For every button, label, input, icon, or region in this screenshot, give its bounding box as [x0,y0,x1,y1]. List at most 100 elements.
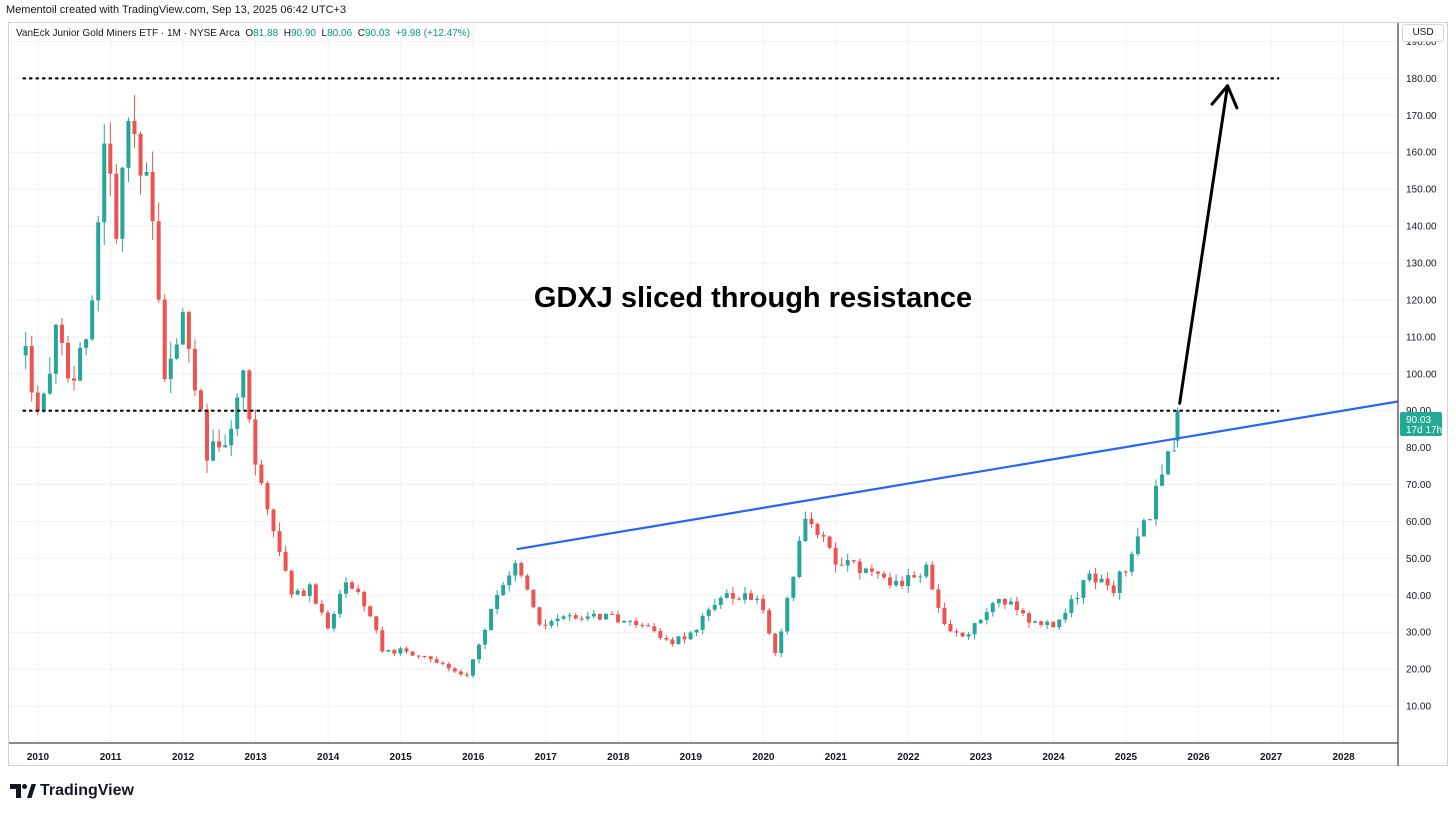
candle-down [374,616,379,634]
candle-body [742,593,747,600]
candle-up [102,123,107,245]
price-axis[interactable]: 10.00 20.00 30.00 40.00 50.00 60.00 70.00 80.00… [1406,37,1437,713]
year-tick-label: 2016 [462,752,485,763]
symbol-name: VanEck Junior Gold Miners ETF · 1M · NYS… [16,28,240,39]
symbol-legend[interactable]: VanEck Junior Gold Miners ETF · 1M · NYS… [16,28,470,39]
price-tick-label: 20.00 [1406,665,1431,676]
candle-up [1033,620,1038,623]
candle-body [1069,599,1074,613]
candle-up [344,577,349,598]
candle-up [688,631,693,641]
candle-body [477,644,482,660]
low-label: L [321,28,328,39]
candle-body [1051,621,1056,628]
candle-up [996,598,1001,608]
candle-down [368,605,373,618]
candle-up [1099,574,1104,583]
candle-body [452,668,457,672]
candle-body [1175,410,1180,441]
candle-body [1045,621,1050,625]
year-tick-label: 2020 [752,752,775,763]
candle-body [78,347,83,381]
candle-down [537,606,542,627]
candle-body [247,370,252,420]
year-tick-label: 2014 [317,752,340,763]
candle-down [1123,570,1128,577]
year-tick-label: 2028 [1332,752,1355,763]
candle-up [1175,407,1180,448]
candle-body [1008,601,1013,605]
candle-body [1123,571,1128,573]
candle-down [912,571,917,579]
price-tick-label: 170.00 [1406,111,1437,122]
candle-down [404,646,409,654]
candle-down [217,429,222,453]
candle-body [1099,578,1104,583]
candle-body [1160,474,1165,486]
candle-down [1039,620,1044,627]
candle-down [325,610,330,631]
candle-down [736,596,741,601]
candle-up [180,308,185,345]
candle-body [1105,578,1110,586]
candle-down [362,590,367,612]
candle-up [978,618,983,625]
candle-body [597,613,602,620]
candle-down [247,369,252,423]
candle-up [622,620,627,624]
price-tick-label: 150.00 [1406,185,1437,196]
candle-body [126,120,131,168]
arrow-shaft [1178,84,1230,405]
candle-body [1075,597,1080,600]
candle-down [616,610,621,624]
candle-up [803,511,808,542]
price-tick-label: 190.00 [1406,37,1437,48]
candle-body [603,613,608,620]
candle-body [869,568,874,572]
candle-down [773,632,778,657]
candle-down [857,558,862,580]
candle-body [1081,580,1086,598]
candle-body [350,582,355,589]
price-tick-label: 60.00 [1406,517,1431,528]
tradingview-logo[interactable]: TradingView [10,780,134,802]
candle-down [869,564,874,577]
candle-down [851,559,856,564]
candle-body [700,615,705,630]
candle-up [718,596,723,609]
candle-up [84,338,89,356]
candle-body [936,589,941,608]
candle-body [567,615,572,617]
candle-body [845,560,850,566]
candle-body [398,648,403,654]
candle-body [1147,519,1152,521]
candle-body [428,656,433,660]
candle-body [815,524,820,535]
candle-body [440,662,445,664]
currency-button[interactable]: USD [1402,24,1444,42]
candle-body [996,598,1001,604]
candle-up [144,162,149,177]
candle-down [646,623,651,627]
candle-up [1166,450,1171,475]
candle-body [724,593,729,598]
candle-body [211,441,216,461]
candle-body [1033,621,1038,623]
candle-down [875,571,880,579]
candle-down [1111,580,1116,597]
candle-body [525,575,530,590]
time-axis[interactable]: 2010 2011 2012 2013 2014 2015 2016 2017 2018 2019… [27,752,1355,763]
candle-body [337,593,342,614]
candle-up [78,341,83,382]
candle-up [863,567,868,574]
candle-body [966,634,971,637]
chart-annotation[interactable]: GDXJ sliced through resistance [534,282,972,314]
candle-up [337,589,342,618]
candle-body [749,593,754,600]
candle-body [313,584,318,604]
candle-up [1057,619,1062,630]
candle-up [470,659,475,678]
chart-credit: Mementoil created with TradingView.com, … [6,4,347,16]
candle-body [53,324,58,374]
